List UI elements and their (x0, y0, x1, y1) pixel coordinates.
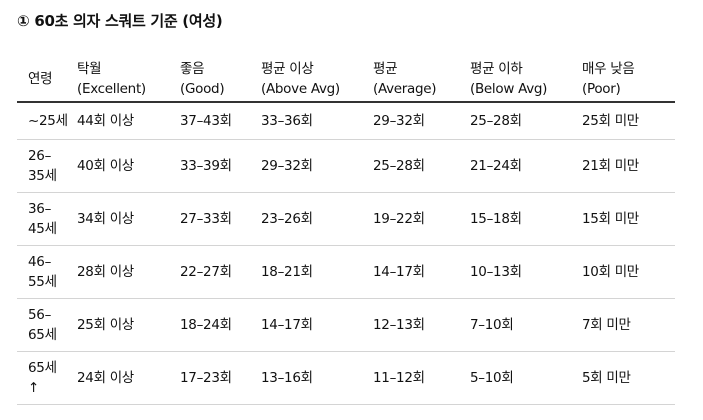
above-avg-cell: 29–32회 (261, 158, 313, 174)
header-average: 평균 (Average) (373, 60, 437, 97)
excellent-cell: 28회 이상 (77, 264, 134, 280)
good-cell: 17–23회 (180, 370, 232, 386)
good-cell: 22–27회 (180, 264, 232, 280)
average-cell: 25–28회 (373, 158, 425, 174)
header-above-avg: 평균 이상 (Above Avg) (261, 60, 340, 97)
average-cell: 19–22회 (373, 211, 425, 227)
above-avg-cell: 14–17회 (261, 317, 313, 333)
age-cell: 65세 ↑ (28, 360, 57, 396)
age-cell: ~25세 (28, 113, 68, 129)
age-cell: 46– 55세 (28, 254, 57, 290)
header-excellent: 탁월 (Excellent) (77, 60, 146, 97)
table-header-row: 연령 탁월 (Excellent) 좋음 (Good) 평균 이상 (Above Av… (17, 56, 675, 103)
good-cell: 18–24회 (180, 317, 232, 333)
below-avg-cell: 25–28회 (470, 113, 522, 129)
excellent-cell: 24회 이상 (77, 370, 134, 386)
below-avg-cell: 7–10회 (470, 317, 514, 333)
excellent-cell: 44회 이상 (77, 113, 134, 129)
average-cell: 11–12회 (373, 370, 425, 386)
header-good: 좋음 (Good) (180, 60, 225, 97)
poor-cell: 25회 미만 (582, 113, 639, 129)
squat-standards-table: 연령 탁월 (Excellent) 좋음 (Good) 평균 이상 (Above Av… (17, 56, 675, 405)
excellent-cell: 34회 이상 (77, 211, 134, 227)
poor-cell: 5회 미만 (582, 370, 631, 386)
above-avg-cell: 13–16회 (261, 370, 313, 386)
table-row: 65세 ↑ 24회 이상 17–23회 13–16회 11–12회 5–10회 5… (17, 352, 675, 405)
table-row: ~25세 44회 이상 37–43회 33–36회 29–32회 25–28회 … (17, 103, 675, 140)
poor-cell: 7회 미만 (582, 317, 631, 333)
table-row: 46– 55세 28회 이상 22–27회 18–21회 14–17회 10–13… (17, 246, 675, 299)
header-below-avg: 평균 이하 (Below Avg) (470, 60, 548, 97)
poor-cell: 10회 미만 (582, 264, 639, 280)
below-avg-cell: 5–10회 (470, 370, 514, 386)
above-avg-cell: 33–36회 (261, 113, 313, 129)
section-title: ① 60초 의자 스쿼트 기준 (여성) (17, 12, 223, 30)
above-avg-cell: 18–21회 (261, 264, 313, 280)
below-avg-cell: 21–24회 (470, 158, 522, 174)
age-cell: 56– 65세 (28, 307, 57, 343)
age-cell: 36– 45세 (28, 201, 57, 237)
below-avg-cell: 15–18회 (470, 211, 522, 227)
header-poor: 매우 낮음 (Poor) (582, 60, 635, 97)
good-cell: 33–39회 (180, 158, 232, 174)
table-row: 26– 35세 40회 이상 33–39회 29–32회 25–28회 21–24… (17, 140, 675, 193)
above-avg-cell: 23–26회 (261, 211, 313, 227)
age-cell: 26– 35세 (28, 148, 57, 184)
poor-cell: 15회 미만 (582, 211, 639, 227)
average-cell: 29–32회 (373, 113, 425, 129)
excellent-cell: 25회 이상 (77, 317, 134, 333)
below-avg-cell: 10–13회 (470, 264, 522, 280)
excellent-cell: 40회 이상 (77, 158, 134, 174)
table-row: 56– 65세 25회 이상 18–24회 14–17회 12–13회 7–10회… (17, 299, 675, 352)
average-cell: 12–13회 (373, 317, 425, 333)
header-age: 연령 (28, 70, 53, 87)
average-cell: 14–17회 (373, 264, 425, 280)
poor-cell: 21회 미만 (582, 158, 639, 174)
good-cell: 37–43회 (180, 113, 232, 129)
table-row: 36– 45세 34회 이상 27–33회 23–26회 19–22회 15–18… (17, 193, 675, 246)
good-cell: 27–33회 (180, 211, 232, 227)
